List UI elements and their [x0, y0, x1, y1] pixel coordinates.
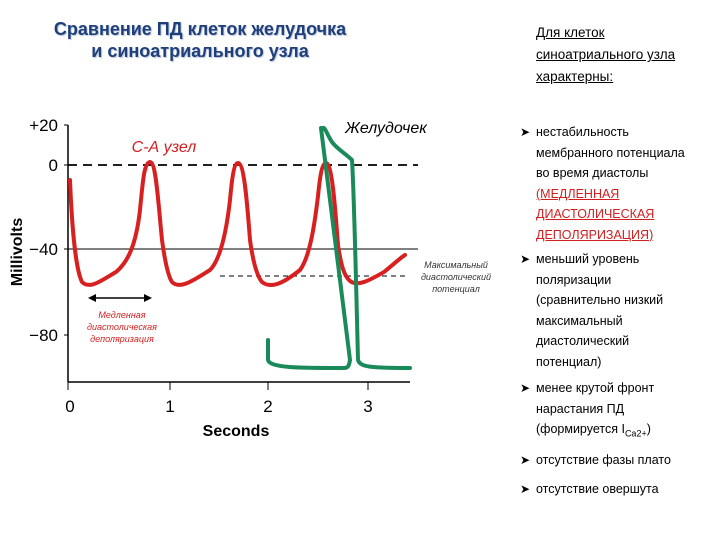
- feature-highlight: (МЕДЛЕННАЯ: [536, 186, 620, 201]
- title-line-1: Сравнение ПД клеток желудочка: [53, 19, 347, 39]
- feature-item: ➤ отсутствие фазы плато: [512, 450, 717, 471]
- feature-list: ➤ нестабильность мембранного потенциала …: [512, 122, 717, 499]
- max-diast-label-line: диастолический: [421, 272, 491, 282]
- feature-line: отсутствие фазы плато: [536, 453, 671, 467]
- feature-line: (формируется ICa2+): [536, 419, 717, 444]
- ytick-label: 0: [49, 156, 58, 175]
- page-title: Сравнение ПД клеток желудочка и синоатри…: [20, 18, 380, 62]
- max-diast-label-line: Максимальный: [424, 260, 488, 270]
- arrow-head-right: [144, 294, 152, 302]
- ventricle-curve: [266, 126, 412, 370]
- max-diast-label-line: потенциал: [432, 284, 480, 294]
- slow-depol-label-line: деполяризация: [90, 334, 154, 344]
- xtick-label: 0: [65, 397, 74, 416]
- feature-line: потенциал): [536, 354, 602, 369]
- feature-line: отсутствие овершута: [536, 481, 659, 496]
- xtick-label: 2: [263, 397, 272, 416]
- arrow-bullet-icon: ➤: [520, 453, 531, 467]
- xtick-label: 3: [363, 397, 372, 416]
- ytick-label: −40: [29, 240, 58, 259]
- right-panel-heading: Для клеток синоатриального узла характер…: [536, 22, 717, 88]
- title-line-2: и синоатриального узла: [91, 41, 309, 61]
- sa-node-label: С-А узел: [132, 139, 197, 156]
- feature-item: ➤ меньший уровень поляризации (сравнител…: [512, 249, 717, 372]
- arrow-head-left: [88, 294, 96, 302]
- slow-depol-label-line: диастолическая: [87, 322, 157, 332]
- right-panel: Для клеток синоатриального узла характер…: [512, 22, 717, 88]
- feature-item: ➤ отсутствие овершута: [512, 479, 717, 500]
- feature-line: менее крутой фронт: [536, 381, 655, 395]
- arrow-bullet-icon: ➤: [520, 125, 531, 139]
- feature-item: ➤ нестабильность мембранного потенциала …: [512, 122, 717, 245]
- arrow-bullet-icon: ➤: [520, 481, 531, 496]
- feature-line: меньший уровень: [536, 252, 640, 266]
- feature-line-text: (формируется I: [536, 422, 625, 436]
- feature-subscript: Ca2+: [624, 428, 647, 439]
- feature-line: нарастания ПД: [536, 401, 625, 416]
- heading-line: характерны:: [536, 69, 614, 84]
- feature-line: (сравнительно низкий: [536, 293, 664, 307]
- slow-depol-label-line: Медленная: [98, 310, 145, 320]
- sa-node-curve: [68, 160, 407, 288]
- x-axis-title: Seconds: [203, 423, 270, 440]
- feature-line: во время диастолы: [536, 166, 649, 180]
- feature-highlight: ДЕПОЛЯРИЗАЦИЯ): [536, 227, 654, 242]
- feature-line: нестабильность: [536, 125, 629, 139]
- feature-line: диастолический: [536, 334, 630, 348]
- ytick-label: −80: [29, 326, 58, 345]
- heading-line: Для клеток: [536, 25, 605, 40]
- max-diastolic-label: Максимальный диастолический потенциал: [421, 260, 491, 294]
- arrow-bullet-icon: ➤: [520, 252, 531, 266]
- arrow-bullet-icon: ➤: [520, 381, 531, 395]
- feature-item: ➤ менее крутой фронт нарастания ПД (форм…: [512, 378, 717, 444]
- feature-highlight: ДИАСТОЛИЧЕСКАЯ: [536, 207, 655, 221]
- slow-depol-label: Медленная диастолическая деполяризация: [87, 310, 157, 344]
- heading-line: синоатриального узла: [536, 47, 676, 62]
- y-axis-title: Millivolts: [9, 218, 26, 287]
- feature-line: максимальный: [536, 313, 623, 328]
- feature-line: мембранного потенциала: [536, 145, 685, 160]
- feature-line-tail: ): [646, 422, 651, 436]
- xtick-label: 1: [165, 397, 174, 416]
- ytick-label: +20: [29, 116, 58, 135]
- feature-line: поляризации: [536, 272, 612, 287]
- ventricle-label: Желудочек: [344, 120, 428, 137]
